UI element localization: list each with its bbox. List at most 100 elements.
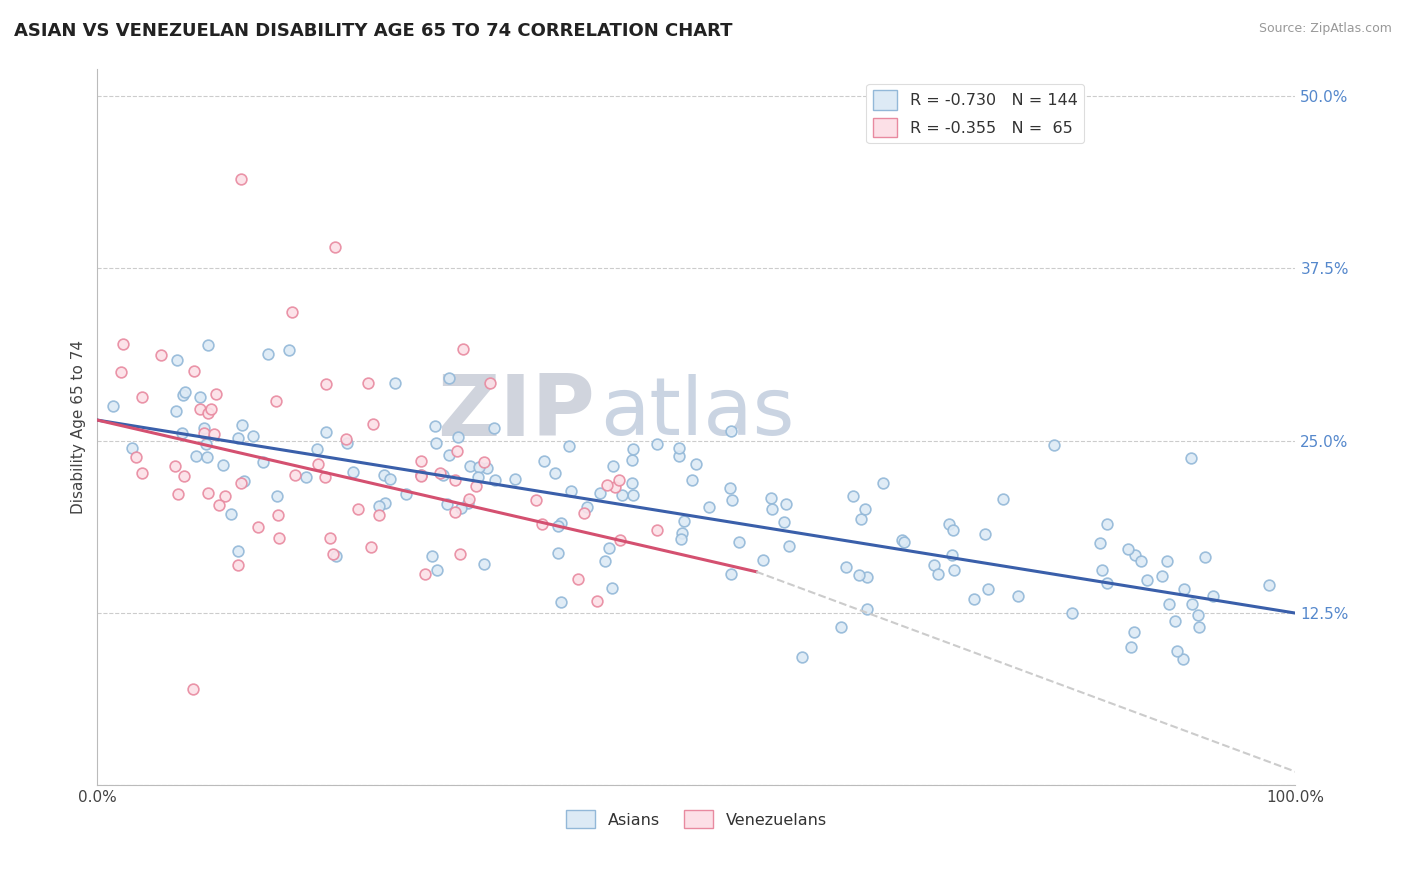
Point: [467, 470, 489, 484]
Point: [1173, 582, 1195, 596]
Point: [284, 468, 307, 483]
Point: [922, 558, 945, 573]
Point: [567, 572, 589, 586]
Point: [444, 473, 467, 487]
Point: [267, 508, 290, 523]
Point: [409, 468, 432, 483]
Point: [790, 649, 813, 664]
Point: [307, 457, 329, 471]
Point: [149, 348, 172, 362]
Point: [465, 479, 488, 493]
Y-axis label: Disability Age 65 to 74: Disability Age 65 to 74: [72, 340, 86, 514]
Point: [172, 388, 194, 402]
Point: [1180, 451, 1202, 466]
Point: [598, 541, 620, 556]
Point: [558, 439, 581, 453]
Point: [575, 500, 598, 514]
Point: [423, 418, 446, 433]
Point: [607, 473, 630, 487]
Point: [645, 437, 668, 451]
Point: [1091, 563, 1114, 577]
Point: [1152, 568, 1174, 582]
Point: [436, 497, 458, 511]
Point: [443, 505, 465, 519]
Point: [173, 384, 195, 399]
Point: [484, 421, 506, 435]
Point: [197, 337, 219, 351]
Point: [645, 523, 668, 537]
Point: [835, 560, 858, 574]
Point: [673, 514, 696, 528]
Point: [856, 601, 879, 615]
Point: [229, 475, 252, 490]
Point: [550, 595, 572, 609]
Point: [368, 499, 391, 513]
Point: [977, 582, 1000, 596]
Point: [195, 450, 218, 464]
Point: [200, 402, 222, 417]
Point: [266, 394, 288, 409]
Point: [524, 492, 547, 507]
Point: [457, 496, 479, 510]
Point: [380, 472, 402, 486]
Point: [891, 533, 914, 548]
Point: [1088, 535, 1111, 549]
Point: [941, 548, 963, 562]
Point: [830, 620, 852, 634]
Point: [778, 539, 800, 553]
Point: [305, 442, 328, 456]
Point: [208, 498, 231, 512]
Point: [360, 540, 382, 554]
Point: [266, 489, 288, 503]
Point: [1164, 614, 1187, 628]
Text: atlas: atlas: [600, 374, 794, 451]
Point: [367, 508, 389, 522]
Point: [720, 492, 742, 507]
Point: [621, 488, 644, 502]
Point: [1187, 607, 1209, 622]
Point: [184, 449, 207, 463]
Point: [1043, 438, 1066, 452]
Point: [314, 470, 336, 484]
Point: [110, 365, 132, 379]
Text: Source: ZipAtlas.com: Source: ZipAtlas.com: [1258, 22, 1392, 36]
Point: [202, 426, 225, 441]
Point: [1116, 542, 1139, 557]
Point: [231, 418, 253, 433]
Point: [131, 390, 153, 404]
Point: [439, 448, 461, 462]
Point: [550, 516, 572, 530]
Point: [356, 376, 378, 390]
Point: [479, 376, 502, 390]
Point: [446, 443, 468, 458]
Point: [384, 376, 406, 390]
Point: [1202, 589, 1225, 603]
Point: [728, 535, 751, 549]
Point: [962, 592, 984, 607]
Point: [219, 508, 242, 522]
Point: [193, 421, 215, 435]
Point: [1119, 640, 1142, 654]
Point: [610, 487, 633, 501]
Point: [991, 491, 1014, 506]
Point: [851, 512, 873, 526]
Point: [458, 491, 481, 506]
Point: [841, 490, 863, 504]
Point: [252, 455, 274, 469]
Point: [336, 436, 359, 450]
Point: [872, 476, 894, 491]
Point: [413, 566, 436, 581]
Point: [475, 460, 498, 475]
Point: [572, 506, 595, 520]
Point: [533, 454, 555, 468]
Point: [1122, 624, 1144, 639]
Point: [602, 458, 624, 473]
Point: [853, 502, 876, 516]
Point: [131, 466, 153, 480]
Point: [226, 431, 249, 445]
Point: [472, 557, 495, 571]
Point: [621, 453, 644, 467]
Point: [586, 594, 609, 608]
Point: [409, 468, 432, 483]
Point: [1095, 516, 1118, 531]
